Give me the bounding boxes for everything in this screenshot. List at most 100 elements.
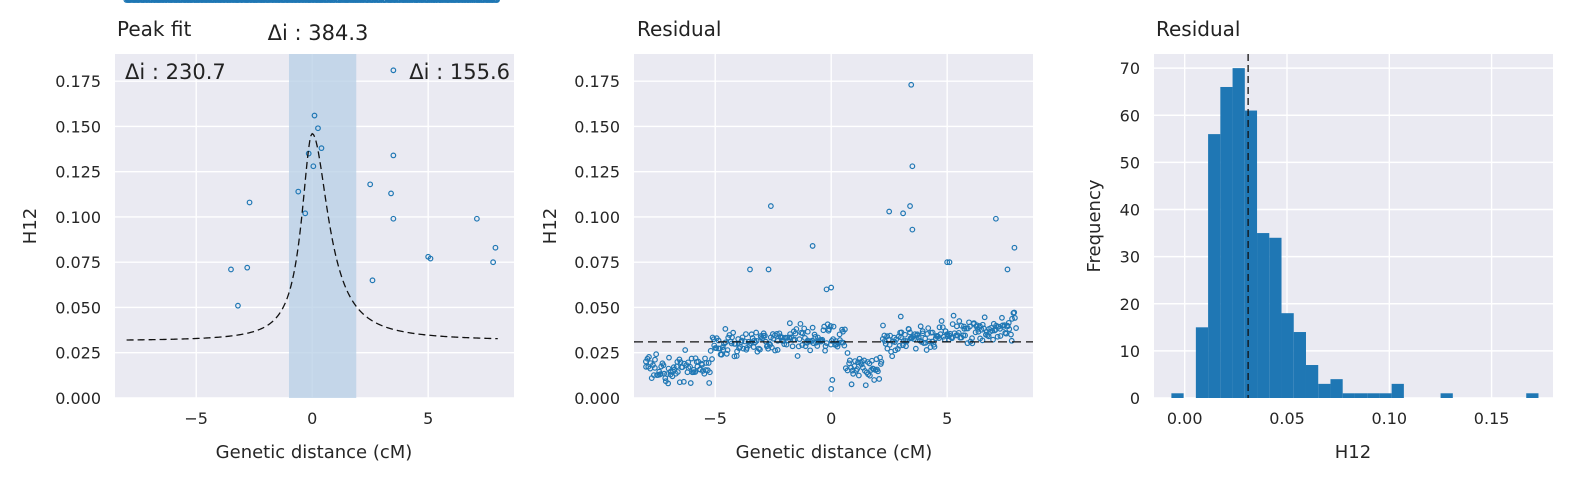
data-point — [768, 344, 775, 351]
data-point — [936, 324, 943, 331]
data-point — [664, 371, 670, 378]
data-point — [785, 337, 791, 344]
data-point — [1004, 323, 1011, 330]
data-point — [841, 342, 848, 349]
data-point — [315, 125, 321, 132]
x-tick-label: −5 — [184, 409, 208, 428]
data-point — [646, 354, 652, 360]
data-point — [665, 380, 672, 387]
x-tick-label: 0 — [826, 409, 836, 428]
data-point — [896, 342, 903, 349]
data-point — [713, 345, 720, 352]
histogram-bar — [1220, 86, 1233, 398]
data-point — [991, 327, 998, 334]
data-point — [799, 330, 806, 337]
data-point — [687, 380, 694, 386]
data-point — [939, 324, 946, 331]
data-point — [848, 381, 855, 388]
data-point — [740, 345, 747, 352]
data-point — [724, 347, 731, 354]
data-point — [840, 339, 847, 346]
histogram-bar — [1269, 237, 1282, 398]
data-point — [688, 355, 695, 362]
x-axis-label: Genetic distance (cM) — [736, 442, 933, 463]
y-tick-label: 0.075 — [574, 253, 620, 272]
data-point — [1011, 244, 1018, 251]
data-point — [786, 334, 793, 341]
data-point — [811, 331, 818, 338]
data-point — [956, 318, 963, 324]
x-axis-label: H12 — [1335, 442, 1371, 463]
data-point — [705, 360, 712, 366]
data-point — [494, 0, 500, 3]
data-point — [318, 145, 325, 152]
x-axis-label: Genetic distance (cM) — [216, 442, 413, 463]
data-point — [850, 370, 857, 377]
data-point — [728, 340, 735, 347]
histogram-bars — [1171, 68, 1539, 398]
y-axis-label: Frequency — [1084, 179, 1105, 272]
data-point — [827, 323, 834, 329]
histogram-bar — [1305, 365, 1319, 398]
histogram-bar — [1257, 233, 1270, 398]
histogram-bar — [1318, 383, 1331, 398]
data-point — [855, 372, 862, 379]
data-point — [969, 340, 976, 347]
data-point — [1008, 337, 1015, 344]
data-point — [1011, 309, 1018, 316]
data-point — [942, 328, 949, 335]
histogram-bar — [1440, 393, 1453, 398]
y-tick-label: 60 — [1120, 106, 1140, 125]
data-point — [244, 264, 251, 271]
data-point — [367, 181, 374, 188]
data-point — [723, 350, 730, 357]
data-point — [390, 215, 397, 222]
data-point — [804, 328, 811, 335]
data-point — [797, 320, 804, 327]
panel-title: Residual — [637, 17, 721, 41]
data-point — [674, 369, 681, 375]
y-tick-label: 0.150 — [574, 117, 620, 136]
data-point — [390, 67, 397, 74]
data-point — [719, 344, 726, 350]
data-point — [1012, 315, 1018, 321]
data-point — [766, 340, 772, 347]
data-point — [829, 376, 836, 383]
y-tick-label: 30 — [1120, 248, 1140, 267]
data-point — [706, 380, 713, 386]
x-tick-label: −5 — [703, 409, 727, 428]
data-point — [858, 361, 865, 368]
tick-labels: −5 0 5 0.000 0.025 0.050 0.075 0.100 0.125 0.150 0… — [55, 72, 433, 428]
y-tick-label: 0.175 — [574, 72, 620, 91]
data-point — [706, 369, 713, 376]
y-tick-label: 0.075 — [55, 253, 101, 272]
data-point — [390, 152, 397, 159]
shaded-span — [288, 54, 357, 398]
data-point — [369, 277, 376, 284]
data-point — [765, 266, 772, 273]
y-tick-label: 70 — [1120, 59, 1140, 78]
panel-title: Peak fit — [117, 17, 191, 41]
data-point — [738, 337, 745, 344]
data-point — [772, 347, 778, 354]
scatter-points — [123, 0, 500, 309]
data-point — [828, 386, 835, 392]
data-point — [938, 318, 945, 324]
data-point — [989, 327, 996, 334]
data-point — [912, 345, 919, 352]
data-point — [907, 329, 913, 336]
histogram-bar — [1171, 393, 1184, 398]
x-tick-label: 0.10 — [1371, 409, 1407, 428]
fit-curve — [126, 132, 498, 341]
data-point — [923, 347, 930, 353]
x-tick-label: 0.00 — [1167, 409, 1203, 428]
data-point — [676, 356, 683, 363]
y-tick-label: 0.175 — [55, 72, 101, 91]
data-point — [846, 360, 853, 367]
data-point — [718, 351, 725, 358]
data-point — [246, 199, 253, 206]
data-point — [828, 284, 835, 291]
y-tick-label: 0.025 — [55, 344, 101, 363]
data-point — [909, 163, 916, 170]
data-point — [849, 367, 856, 374]
